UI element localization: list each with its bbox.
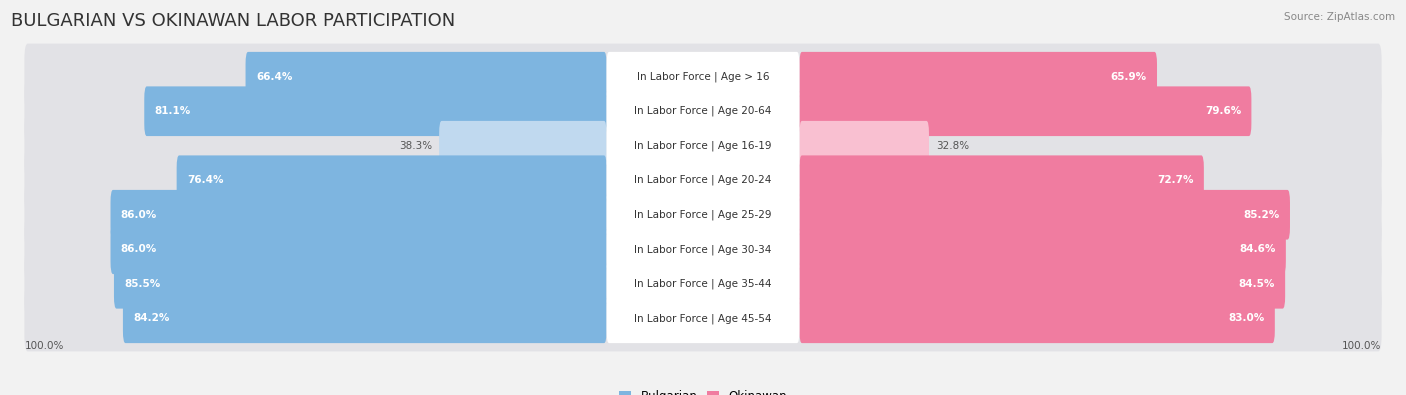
Text: 85.2%: 85.2%	[1243, 210, 1279, 220]
Text: BULGARIAN VS OKINAWAN LABOR PARTICIPATION: BULGARIAN VS OKINAWAN LABOR PARTICIPATIO…	[11, 12, 456, 30]
Text: 86.0%: 86.0%	[121, 210, 157, 220]
FancyBboxPatch shape	[24, 251, 1382, 317]
FancyBboxPatch shape	[800, 155, 1204, 205]
FancyBboxPatch shape	[24, 285, 1382, 352]
FancyBboxPatch shape	[606, 259, 800, 308]
FancyBboxPatch shape	[800, 293, 1275, 343]
FancyBboxPatch shape	[24, 216, 1382, 282]
Text: In Labor Force | Age 25-29: In Labor Force | Age 25-29	[634, 209, 772, 220]
Text: Source: ZipAtlas.com: Source: ZipAtlas.com	[1284, 12, 1395, 22]
Text: In Labor Force | Age 16-19: In Labor Force | Age 16-19	[634, 141, 772, 151]
Text: 79.6%: 79.6%	[1205, 106, 1241, 116]
FancyBboxPatch shape	[800, 224, 1286, 274]
Text: In Labor Force | Age 20-64: In Labor Force | Age 20-64	[634, 106, 772, 117]
FancyBboxPatch shape	[606, 155, 800, 205]
FancyBboxPatch shape	[24, 113, 1382, 179]
FancyBboxPatch shape	[145, 87, 606, 136]
FancyBboxPatch shape	[24, 78, 1382, 144]
Text: 72.7%: 72.7%	[1157, 175, 1194, 185]
FancyBboxPatch shape	[24, 43, 1382, 110]
FancyBboxPatch shape	[800, 87, 1251, 136]
Text: In Labor Force | Age 30-34: In Labor Force | Age 30-34	[634, 244, 772, 254]
FancyBboxPatch shape	[246, 52, 606, 102]
FancyBboxPatch shape	[122, 293, 606, 343]
Text: 83.0%: 83.0%	[1229, 313, 1264, 323]
Text: 32.8%: 32.8%	[936, 141, 969, 151]
Text: In Labor Force | Age 35-44: In Labor Force | Age 35-44	[634, 278, 772, 289]
Text: 84.5%: 84.5%	[1239, 279, 1275, 289]
FancyBboxPatch shape	[606, 121, 800, 171]
FancyBboxPatch shape	[111, 190, 606, 240]
Text: In Labor Force | Age 45-54: In Labor Force | Age 45-54	[634, 313, 772, 324]
Text: 66.4%: 66.4%	[256, 72, 292, 82]
FancyBboxPatch shape	[606, 52, 800, 102]
FancyBboxPatch shape	[606, 190, 800, 240]
Text: 81.1%: 81.1%	[155, 106, 191, 116]
FancyBboxPatch shape	[800, 259, 1285, 308]
FancyBboxPatch shape	[606, 87, 800, 136]
Text: 100.0%: 100.0%	[24, 341, 63, 351]
FancyBboxPatch shape	[24, 182, 1382, 248]
FancyBboxPatch shape	[439, 121, 606, 171]
Text: 84.2%: 84.2%	[134, 313, 170, 323]
Legend: Bulgarian, Okinawan: Bulgarian, Okinawan	[614, 385, 792, 395]
Text: In Labor Force | Age 20-24: In Labor Force | Age 20-24	[634, 175, 772, 186]
FancyBboxPatch shape	[111, 224, 606, 274]
FancyBboxPatch shape	[24, 147, 1382, 213]
Text: 76.4%: 76.4%	[187, 175, 224, 185]
Text: 84.6%: 84.6%	[1239, 244, 1275, 254]
Text: In Labor Force | Age > 16: In Labor Force | Age > 16	[637, 71, 769, 82]
Text: 86.0%: 86.0%	[121, 244, 157, 254]
FancyBboxPatch shape	[800, 121, 929, 171]
FancyBboxPatch shape	[606, 293, 800, 343]
Text: 38.3%: 38.3%	[399, 141, 432, 151]
FancyBboxPatch shape	[800, 52, 1157, 102]
FancyBboxPatch shape	[114, 259, 606, 308]
FancyBboxPatch shape	[800, 190, 1289, 240]
FancyBboxPatch shape	[606, 224, 800, 274]
FancyBboxPatch shape	[177, 155, 606, 205]
Text: 85.5%: 85.5%	[124, 279, 160, 289]
Text: 65.9%: 65.9%	[1111, 72, 1147, 82]
Text: 100.0%: 100.0%	[1343, 341, 1382, 351]
